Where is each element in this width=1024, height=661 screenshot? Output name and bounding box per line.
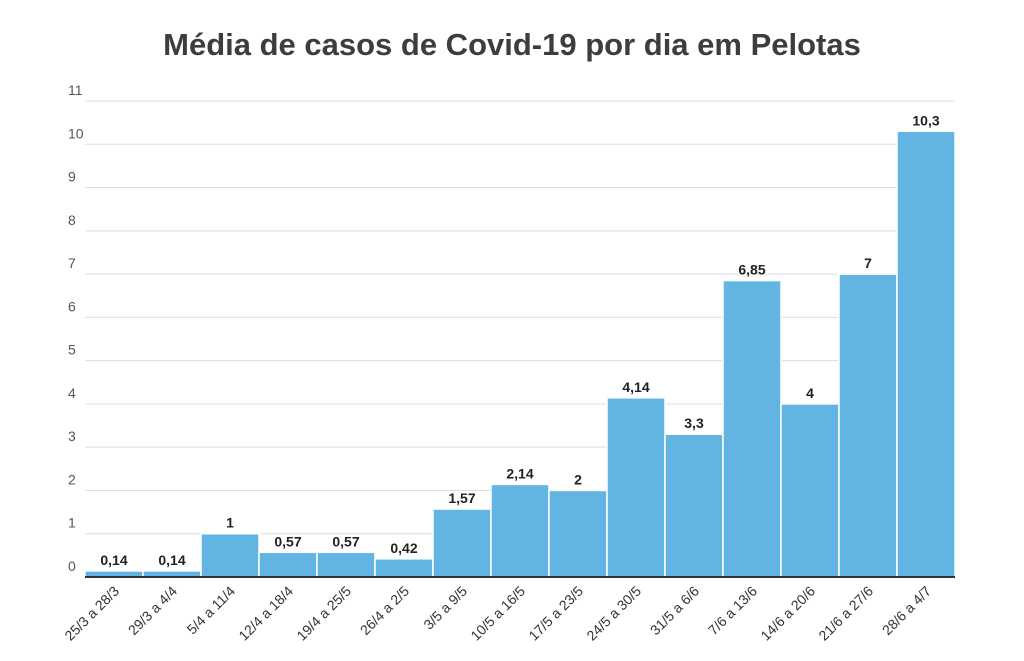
y-tick-label: 5 xyxy=(68,342,76,358)
x-tick-label: 12/4 a 18/4 xyxy=(235,583,296,644)
x-tick-label: 31/5 a 6/6 xyxy=(647,583,703,639)
bars xyxy=(84,130,956,578)
x-tick-label: 25/3 a 28/3 xyxy=(61,583,122,644)
bar xyxy=(606,397,666,578)
data-label: 1 xyxy=(226,515,234,531)
bar xyxy=(490,483,550,578)
bar xyxy=(316,551,376,578)
x-tick-label: 19/4 a 25/5 xyxy=(293,583,354,644)
gridlines xyxy=(85,100,955,535)
x-tick-label: 3/5 a 9/5 xyxy=(420,583,470,633)
x-tick-label: 26/4 a 2/5 xyxy=(357,583,413,639)
y-tick-label: 3 xyxy=(68,428,76,444)
x-axis-ticks: 25/3 a 28/3 29/3 a 4/4 5/4 a 11/412/4 a 18… xyxy=(61,583,934,644)
x-tick-label: 7/6 a 13/6 xyxy=(705,583,761,639)
bar xyxy=(780,403,840,578)
data-label: 3,3 xyxy=(684,415,704,431)
data-label: 0,14 xyxy=(158,552,185,568)
bar xyxy=(838,273,898,578)
y-tick-label: 11 xyxy=(68,82,83,98)
data-label: 4 xyxy=(806,385,814,401)
y-tick-label: 10 xyxy=(68,125,84,141)
data-label: 0,57 xyxy=(274,533,301,549)
data-label: 0,42 xyxy=(390,540,417,556)
x-tick-label: 17/5 a 23/5 xyxy=(525,583,586,644)
data-label: 0,14 xyxy=(100,552,127,568)
x-tick-label: 14/6 a 20/6 xyxy=(757,583,818,644)
bar xyxy=(722,279,782,578)
x-tick-label: 24/5 a 30/5 xyxy=(583,583,644,644)
x-tick-label: 21/6 a 27/6 xyxy=(815,583,876,644)
bar xyxy=(664,433,724,578)
data-label: 7 xyxy=(864,255,872,271)
bar xyxy=(200,532,260,578)
x-tick-label: 29/3 a 4/4 xyxy=(125,583,181,639)
data-label: 2 xyxy=(574,471,582,487)
bar xyxy=(548,489,608,578)
data-label: 0,57 xyxy=(332,533,359,549)
data-label: 1,57 xyxy=(448,490,475,506)
y-tick-label: 7 xyxy=(68,255,76,271)
bar xyxy=(374,558,434,578)
data-label: 10,3 xyxy=(912,112,939,128)
x-tick-label: 10/5 a 16/5 xyxy=(467,583,528,644)
y-tick-label: 6 xyxy=(68,298,76,314)
x-tick-label: 5/4 a 11/4 xyxy=(183,583,238,638)
bar xyxy=(896,130,956,578)
y-tick-label: 2 xyxy=(68,471,76,487)
y-tick-label: 9 xyxy=(68,169,76,185)
bar xyxy=(258,551,318,578)
x-tick-label: 28/6 a 4/7 xyxy=(879,583,935,639)
bar xyxy=(432,508,492,578)
y-tick-label: 1 xyxy=(68,515,76,531)
data-labels: 0,14 0,14 1 0,57 0,57 0,42 1,57 2,14 2 4,14 3,3 6,8… xyxy=(100,112,939,568)
data-label: 6,85 xyxy=(738,262,765,278)
y-tick-label: 8 xyxy=(68,212,76,228)
data-label: 2,14 xyxy=(506,465,533,481)
y-tick-label: 4 xyxy=(68,385,76,401)
data-label: 4,14 xyxy=(622,379,649,395)
y-axis-ticks: 0 1 2 3 4 5 6 7 8 9 10 11 xyxy=(68,82,84,574)
chart-title: Média de casos de Covid-19 por dia em Pe… xyxy=(163,27,861,62)
y-tick-label: 0 xyxy=(68,558,76,574)
